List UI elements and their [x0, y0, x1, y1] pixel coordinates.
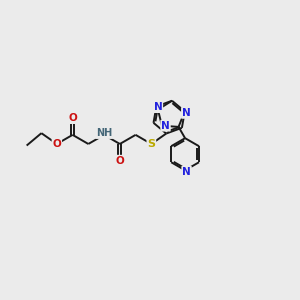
Text: S: S: [147, 139, 155, 149]
Text: O: O: [116, 156, 124, 166]
Text: O: O: [52, 139, 61, 149]
Text: O: O: [68, 113, 77, 123]
Text: N: N: [154, 102, 162, 112]
Text: N: N: [161, 121, 170, 131]
Text: N: N: [182, 108, 190, 118]
Text: NH: NH: [96, 128, 112, 138]
Text: NH: NH: [96, 128, 112, 138]
Text: N: N: [182, 167, 191, 177]
